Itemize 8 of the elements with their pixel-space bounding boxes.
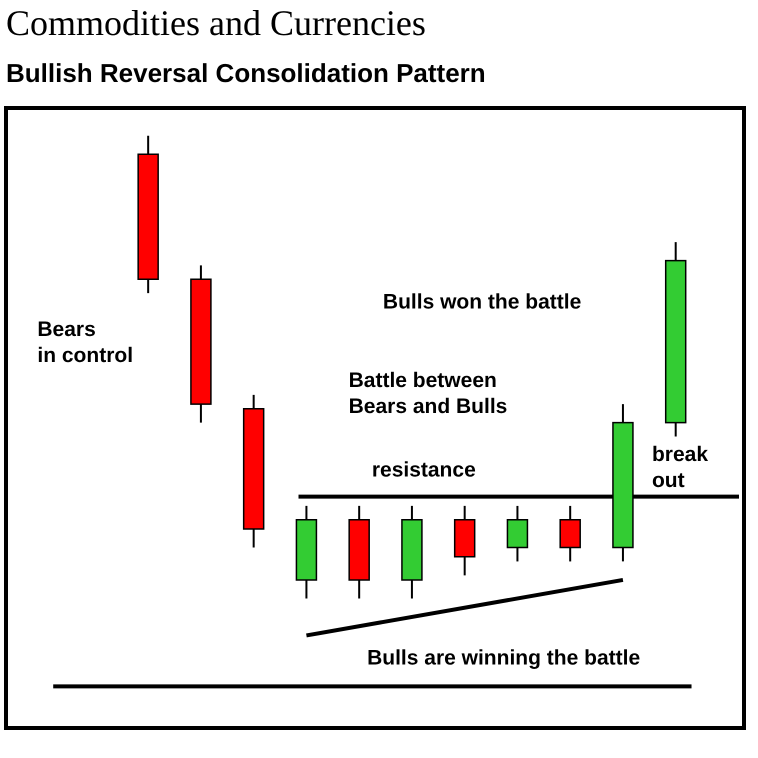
chart-title: Commodities and Currencies bbox=[6, 3, 426, 43]
ref-line-label: resistance bbox=[372, 458, 476, 482]
annotation: Bulls won the battle bbox=[382, 290, 582, 314]
annotation: Battle between Bears and Bulls bbox=[348, 368, 508, 418]
chart-subtitle: Bullish Reversal Consolidation Pattern bbox=[6, 58, 486, 88]
text: Bulls are winning the battle bbox=[367, 646, 640, 670]
annotation: Bears in control bbox=[37, 318, 134, 368]
annotation: break out bbox=[652, 443, 708, 492]
